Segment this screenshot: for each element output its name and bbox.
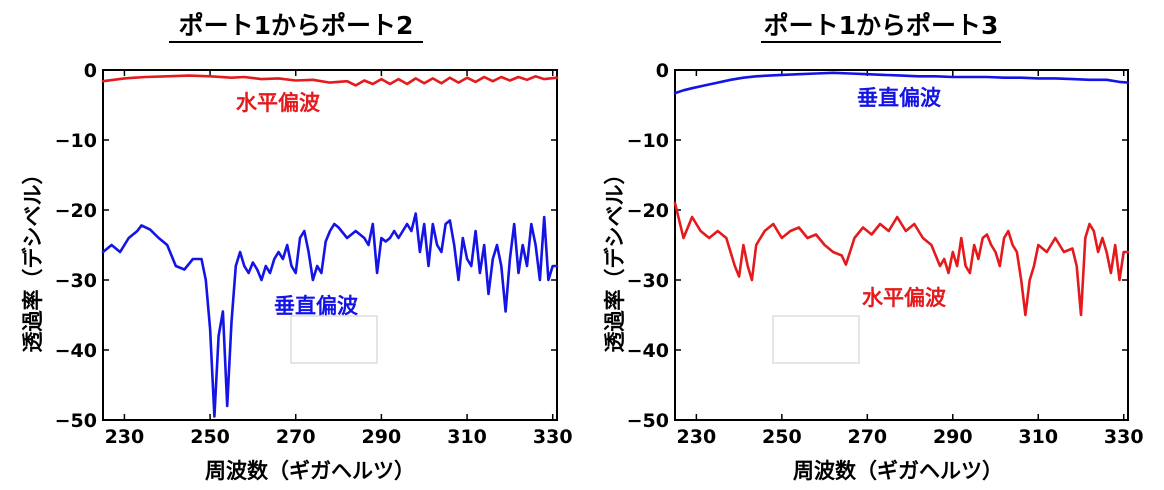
- y-tick-label: −20: [55, 200, 97, 222]
- y-tick-label: −50: [55, 410, 97, 432]
- x-tick-label: 310: [447, 426, 487, 448]
- chart-title: ポート1からポート2: [179, 11, 414, 40]
- x-tick-label: 270: [276, 426, 316, 448]
- y-tick-label: −40: [55, 340, 97, 362]
- x-tick-label: 230: [677, 426, 717, 448]
- y-tick-label: −50: [627, 410, 669, 432]
- series-line-0: [673, 71, 1130, 95]
- empty-box: [772, 315, 860, 364]
- chart-title: ポート1からポート3: [764, 11, 999, 40]
- annotation-vertical-polarization: 垂直偏波: [857, 86, 942, 110]
- y-tick-label: 0: [84, 60, 97, 82]
- x-tick-label: 250: [190, 426, 230, 448]
- series-line-1: [673, 201, 1130, 317]
- x-axis-label: 周波数（ギガヘルツ）: [793, 459, 1003, 483]
- y-tick-label: 0: [656, 60, 669, 82]
- series-line-0: [101, 74, 559, 87]
- annotation-horizontal-polarization: 水平偏波: [236, 91, 321, 115]
- x-tick-label: 230: [105, 426, 145, 448]
- y-axis-label: 透過率（デシベル）: [21, 164, 45, 353]
- x-tick-label: 310: [1018, 426, 1058, 448]
- x-tick-label: 290: [933, 426, 973, 448]
- x-tick-label: 330: [533, 426, 573, 448]
- chart-port1-to-port2: ポート1からポート2 230 250 270 290 310 330 0 −10 −20 −30 −…: [21, 11, 573, 483]
- x-tick-label: 270: [847, 426, 887, 448]
- plot-frame: [102, 69, 558, 421]
- annotation-vertical-polarization: 垂直偏波: [274, 294, 359, 318]
- x-tick-label: 250: [762, 426, 802, 448]
- empty-box: [290, 315, 378, 364]
- x-tick-label: 290: [362, 426, 402, 448]
- x-axis-label: 周波数（ギガヘルツ）: [205, 459, 415, 483]
- y-axis-label: 透過率（デシベル）: [603, 164, 627, 353]
- y-tick-label: −20: [627, 200, 669, 222]
- plot-frame: [674, 69, 1129, 421]
- y-tick-label: −30: [55, 270, 97, 292]
- y-tick-label: −30: [627, 270, 669, 292]
- series-line-1: [101, 212, 559, 418]
- chart-port1-to-port3: ポート1からポート3 230 250 270 290 310 330 0 −10 −20 −30 −…: [603, 11, 1144, 483]
- y-tick-label: −10: [55, 130, 97, 152]
- y-tick-label: −10: [627, 130, 669, 152]
- annotation-horizontal-polarization: 水平偏波: [862, 286, 947, 310]
- x-tick-label: 330: [1104, 426, 1144, 448]
- y-tick-label: −40: [627, 340, 669, 362]
